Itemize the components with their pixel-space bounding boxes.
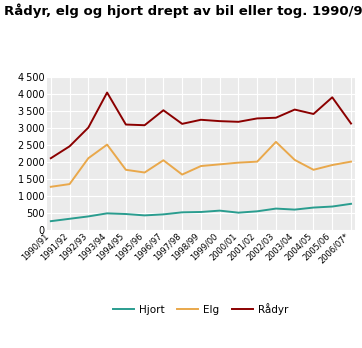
Elg <box>274 140 278 144</box>
Elg <box>105 143 109 147</box>
Hjort <box>292 207 297 212</box>
Hjort <box>330 205 334 209</box>
Elg <box>49 185 53 189</box>
Rådyr <box>124 122 128 127</box>
Line: Hjort: Hjort <box>51 204 351 221</box>
Hjort <box>161 212 165 216</box>
Hjort <box>274 206 278 211</box>
Rådyr <box>180 122 184 126</box>
Rådyr <box>86 126 90 130</box>
Hjort <box>49 219 53 223</box>
Rådyr <box>218 119 222 123</box>
Elg <box>292 158 297 162</box>
Elg <box>330 163 334 167</box>
Rådyr <box>161 108 165 112</box>
Elg <box>67 182 72 186</box>
Rådyr <box>67 144 72 148</box>
Hjort <box>124 212 128 216</box>
Rådyr <box>143 123 147 127</box>
Rådyr <box>330 95 334 100</box>
Hjort <box>86 214 90 219</box>
Elg <box>124 168 128 172</box>
Rådyr <box>255 116 259 120</box>
Rådyr <box>236 120 241 124</box>
Rådyr <box>49 156 53 160</box>
Line: Elg: Elg <box>51 142 351 187</box>
Rådyr <box>311 112 316 116</box>
Hjort <box>236 211 241 215</box>
Hjort <box>67 217 72 221</box>
Text: Rådyr, elg og hjort drept av bil eller tog. 1990/91-2006/07*: Rådyr, elg og hjort drept av bil eller t… <box>4 3 362 18</box>
Hjort <box>180 210 184 214</box>
Legend: Hjort, Elg, Rådyr: Hjort, Elg, Rådyr <box>109 299 293 319</box>
Rådyr <box>105 90 109 95</box>
Elg <box>86 156 90 160</box>
Elg <box>180 173 184 177</box>
Hjort <box>199 210 203 214</box>
Hjort <box>255 209 259 213</box>
Hjort <box>311 205 316 209</box>
Elg <box>161 158 165 163</box>
Rådyr <box>199 118 203 122</box>
Line: Rådyr: Rådyr <box>51 93 351 158</box>
Hjort <box>349 202 353 206</box>
Rådyr <box>292 108 297 112</box>
Hjort <box>105 211 109 215</box>
Elg <box>236 160 241 165</box>
Elg <box>199 164 203 168</box>
Hjort <box>143 213 147 218</box>
Elg <box>218 162 222 166</box>
Rådyr <box>349 121 353 126</box>
Rådyr <box>274 116 278 120</box>
Hjort <box>218 208 222 213</box>
Elg <box>311 168 316 172</box>
Elg <box>255 159 259 164</box>
Elg <box>349 159 353 164</box>
Elg <box>143 171 147 175</box>
